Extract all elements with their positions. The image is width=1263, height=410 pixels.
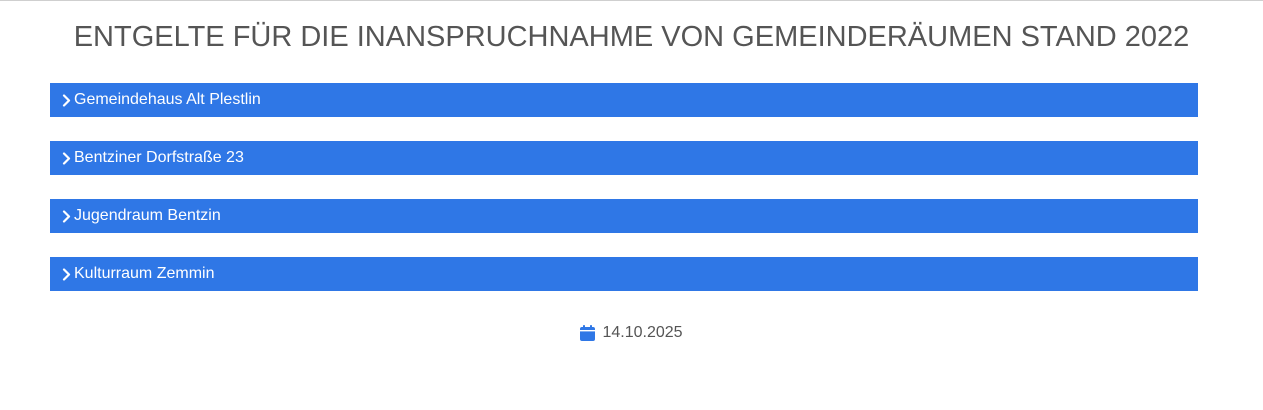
date-row: 14.10.2025 [0, 324, 1263, 342]
accordion-item-bentziner-dorfstrasse-23[interactable]: Bentziner Dorfstraße 23 [50, 141, 1198, 175]
publish-date: 14.10.2025 [602, 324, 683, 341]
calendar-icon [580, 325, 596, 341]
page-title: ENTGELTE FÜR DIE INANSPRUCHNAHME VON GEM… [73, 21, 1190, 53]
accordion-item-label: Bentziner Dorfstraße 23 [74, 149, 244, 166]
chevron-right-icon [61, 267, 71, 281]
accordion-item-gemeindehaus-alt-plestlin[interactable]: Gemeindehaus Alt Plestlin [50, 83, 1198, 117]
accordion-item-jugendraum-bentzin[interactable]: Jugendraum Bentzin [50, 199, 1198, 233]
accordion-item-label: Jugendraum Bentzin [74, 207, 221, 224]
accordion: Gemeindehaus Alt Plestlin Bentziner Dorf… [50, 83, 1198, 315]
chevron-right-icon [61, 151, 71, 165]
accordion-item-label: Kulturraum Zemmin [74, 265, 215, 282]
chevron-right-icon [61, 209, 71, 223]
accordion-item-label: Gemeindehaus Alt Plestlin [74, 91, 261, 108]
accordion-item-kulturraum-zemmin[interactable]: Kulturraum Zemmin [50, 257, 1198, 291]
chevron-right-icon [61, 93, 71, 107]
top-divider [0, 0, 1263, 1]
